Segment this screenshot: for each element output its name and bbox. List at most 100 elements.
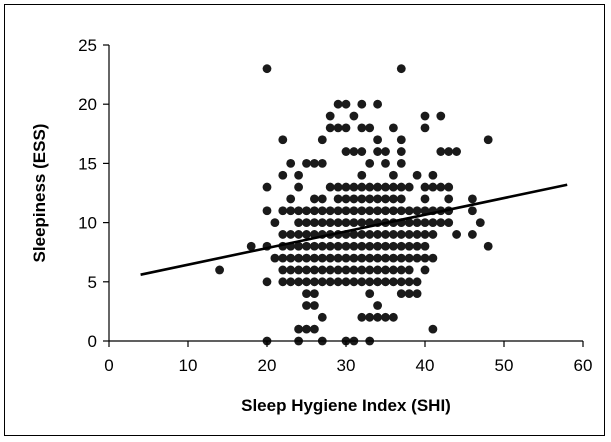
data-point [317,135,327,145]
y-tick-labels: 0 5 10 15 20 25 [78,36,97,351]
data-point [317,312,327,322]
data-point [357,123,367,133]
data-point [317,253,327,263]
data-point [444,182,454,192]
data-point [396,135,406,145]
data-point [381,241,390,251]
data-point [404,289,414,299]
data-point [302,289,311,299]
data-point [325,123,335,133]
data-point [286,230,296,239]
data-point [428,182,438,192]
data-point [420,218,430,228]
data-point [381,312,390,322]
data-point [412,170,422,180]
x-tick-label: 60 [574,356,593,375]
data-point [389,182,398,192]
data-point [468,194,477,204]
data-point [357,218,367,228]
data-point [396,64,406,74]
data-point [420,123,430,133]
data-point [333,123,343,133]
data-point [349,265,359,275]
y-tick-label: 0 [88,332,97,351]
data-point [310,324,319,334]
data-point [302,206,311,216]
data-point [310,253,319,263]
data-point [404,241,414,251]
data-point [396,194,406,204]
data-point [333,265,343,275]
data-point [365,230,375,239]
data-point [341,194,351,204]
data-point [412,277,422,287]
data-point [310,277,319,287]
data-point [333,241,343,251]
data-point [420,230,430,239]
data-point [381,253,390,263]
data-point [215,265,225,275]
data-point [262,206,272,216]
x-tick-label: 50 [495,356,514,375]
data-point [475,218,485,228]
data-point [325,218,335,228]
data-point [381,194,390,204]
data-point [333,206,343,216]
data-point [317,265,327,275]
data-point [317,277,327,287]
data-point [294,324,303,334]
data-points [215,64,493,346]
data-point [357,194,367,204]
data-point [294,277,303,287]
data-point [341,277,351,287]
data-point [278,265,288,275]
data-point [310,241,319,251]
data-point [302,265,311,275]
data-point [404,230,414,239]
y-tick-label: 15 [78,154,97,173]
data-point [468,230,477,239]
data-point [357,241,367,251]
data-point [436,111,446,121]
data-point [357,253,367,263]
data-point [452,230,461,239]
data-point [325,265,335,275]
y-tick-label: 25 [78,36,97,55]
data-point [286,253,296,263]
y-tick-label: 10 [78,214,97,233]
data-point [302,301,311,310]
data-point [412,206,422,216]
x-tick-label: 10 [179,356,198,375]
data-point [349,182,359,192]
data-point [302,218,311,228]
data-point [389,170,398,180]
data-point [428,230,438,239]
data-point [428,324,438,334]
data-point [396,277,406,287]
data-point [349,111,359,121]
data-point [333,99,343,109]
data-point [381,159,390,168]
data-point [357,99,367,109]
data-point [310,159,319,168]
data-point [310,301,319,310]
data-point [341,99,351,109]
data-point [381,147,390,156]
data-point [357,170,367,180]
data-point [341,241,351,251]
data-point [302,241,311,251]
data-point [373,241,382,251]
data-point [278,135,288,145]
data-point [341,265,351,275]
data-point [404,253,414,263]
trendline [140,183,568,276]
data-point [396,253,406,263]
data-point [294,265,303,275]
data-point [365,289,375,299]
data-point [365,277,375,287]
data-point [436,218,446,228]
data-point [389,123,398,133]
data-point [278,253,288,263]
data-point [270,218,280,228]
data-point [396,147,406,156]
